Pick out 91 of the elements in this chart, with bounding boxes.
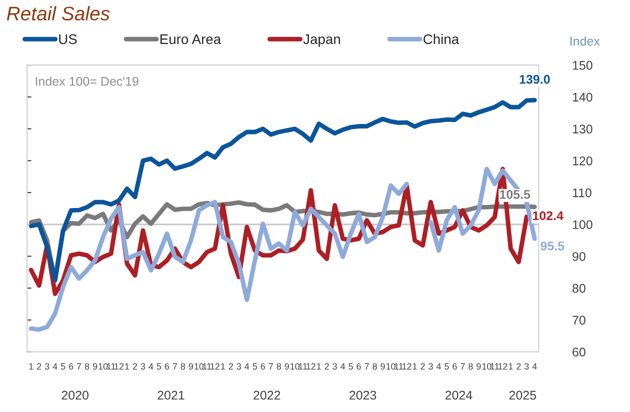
data-label: 95.5 xyxy=(540,242,564,250)
x-tick-label: 10 xyxy=(98,363,108,370)
x-tick-label: 9 xyxy=(188,363,194,370)
x-tick-label: 9 xyxy=(284,363,289,370)
x-tick-label: 11 xyxy=(394,363,404,370)
x-tick-label: 9 xyxy=(92,363,98,370)
legend-label: Japan xyxy=(303,34,340,47)
x-tick-label: 8 xyxy=(180,363,186,370)
x-tick-label: 11 xyxy=(298,363,308,370)
text: 2023 xyxy=(350,390,376,400)
x-tick-label: 6 xyxy=(452,363,457,370)
x-tick-label: 3 xyxy=(524,363,529,370)
x-tick-label: 2 xyxy=(37,363,42,370)
x-tick-label: 2 xyxy=(324,363,329,370)
x-tick-label: 7 xyxy=(460,363,465,370)
y-tick-label: 130 xyxy=(572,124,592,134)
x-tick-label: 8 xyxy=(372,363,377,370)
x-tick-label: 10 xyxy=(290,363,300,370)
y-tick-label: 100 xyxy=(572,220,592,230)
x-tick-label: 3 xyxy=(236,363,242,370)
x-tick-label: 4 xyxy=(340,363,346,370)
x-tick-label: 7 xyxy=(364,363,369,370)
x-tick-label: 9 xyxy=(476,363,481,370)
x-tick-label: 4 xyxy=(532,363,537,370)
x-tick-label: 12 xyxy=(498,363,508,370)
x-tick-label: 4 xyxy=(436,363,441,370)
x-tick-label: 10 xyxy=(386,363,396,370)
x-tick-label: 5 xyxy=(156,363,162,370)
y-tick-label: 80 xyxy=(572,284,586,293)
text: 2025 xyxy=(509,390,536,400)
x-tick-label: 7 xyxy=(77,363,82,370)
x-tick-label: 4 xyxy=(52,363,58,370)
x-tick-label: 3 xyxy=(44,363,50,370)
x-tick-label: 8 xyxy=(276,363,281,370)
y-axis-title: Index xyxy=(570,36,600,46)
text: 2021 xyxy=(158,390,184,400)
x-tick-label: 4 xyxy=(244,363,250,370)
data-label: 105.5 xyxy=(500,190,530,199)
x-tick-label: 10 xyxy=(194,363,204,370)
y-tick-label: 120 xyxy=(572,156,592,166)
annotation: Index 100= Dec'19 xyxy=(36,76,138,86)
x-tick-label: 8 xyxy=(468,363,473,370)
x-tick-label: 11 xyxy=(490,363,499,370)
x-tick-label: 2 xyxy=(132,363,138,370)
data-label: 139.0 xyxy=(520,74,550,84)
x-tick-label: 12 xyxy=(114,363,124,370)
data-label: 102.4 xyxy=(533,211,564,220)
x-tick-label: 6 xyxy=(69,363,74,370)
y-tick-label: 60 xyxy=(572,348,586,356)
chart-title: Retail Sales xyxy=(6,6,110,20)
x-tick-label: 1 xyxy=(29,363,34,370)
x-tick-label: 7 xyxy=(172,363,178,370)
legend-label: Euro Area xyxy=(160,34,222,44)
x-tick-label: 1 xyxy=(317,363,321,370)
x-tick-label: 1 xyxy=(508,363,513,370)
x-tick-label: 6 xyxy=(164,363,170,370)
x-tick-label: 5 xyxy=(348,363,353,370)
text: 2024 xyxy=(445,390,472,400)
x-tick-label: 2 xyxy=(228,363,233,370)
x-tick-label: 1 xyxy=(125,363,130,370)
x-tick-label: 6 xyxy=(260,363,265,370)
y-tick-label: 90 xyxy=(572,252,586,261)
y-tick-label: 140 xyxy=(572,92,592,102)
text: 2022 xyxy=(254,390,280,400)
x-tick-label: 12 xyxy=(210,363,220,370)
x-tick-label: 3 xyxy=(140,363,146,370)
text: 2020 xyxy=(62,390,88,400)
x-tick-label: 12 xyxy=(402,363,412,370)
x-tick-label: 2 xyxy=(516,363,521,370)
x-tick-label: 5 xyxy=(60,363,66,370)
x-tick-label: 8 xyxy=(84,363,90,370)
x-tick-label: 12 xyxy=(306,363,316,370)
y-tick-label: 110 xyxy=(572,188,592,198)
x-tick-label: 5 xyxy=(252,363,258,370)
x-tick-label: 1 xyxy=(221,363,225,370)
x-tick-label: 3 xyxy=(332,363,337,370)
x-tick-label: 9 xyxy=(380,363,385,370)
y-tick-label: 70 xyxy=(572,316,586,325)
legend-label: China xyxy=(424,34,460,44)
y-tick-label: 150 xyxy=(572,60,592,70)
x-tick-label: 11 xyxy=(107,363,116,370)
x-tick-label: 5 xyxy=(444,363,449,370)
x-tick-label: 1 xyxy=(412,363,417,370)
x-tick-label: 6 xyxy=(356,363,361,370)
x-tick-label: 11 xyxy=(202,363,212,370)
x-tick-label: 3 xyxy=(428,363,433,370)
legend-label: US xyxy=(59,34,77,44)
x-tick-label: 7 xyxy=(268,363,273,370)
x-tick-label: 4 xyxy=(148,363,154,370)
x-tick-label: 10 xyxy=(482,363,492,370)
x-tick-label: 2 xyxy=(420,363,425,370)
